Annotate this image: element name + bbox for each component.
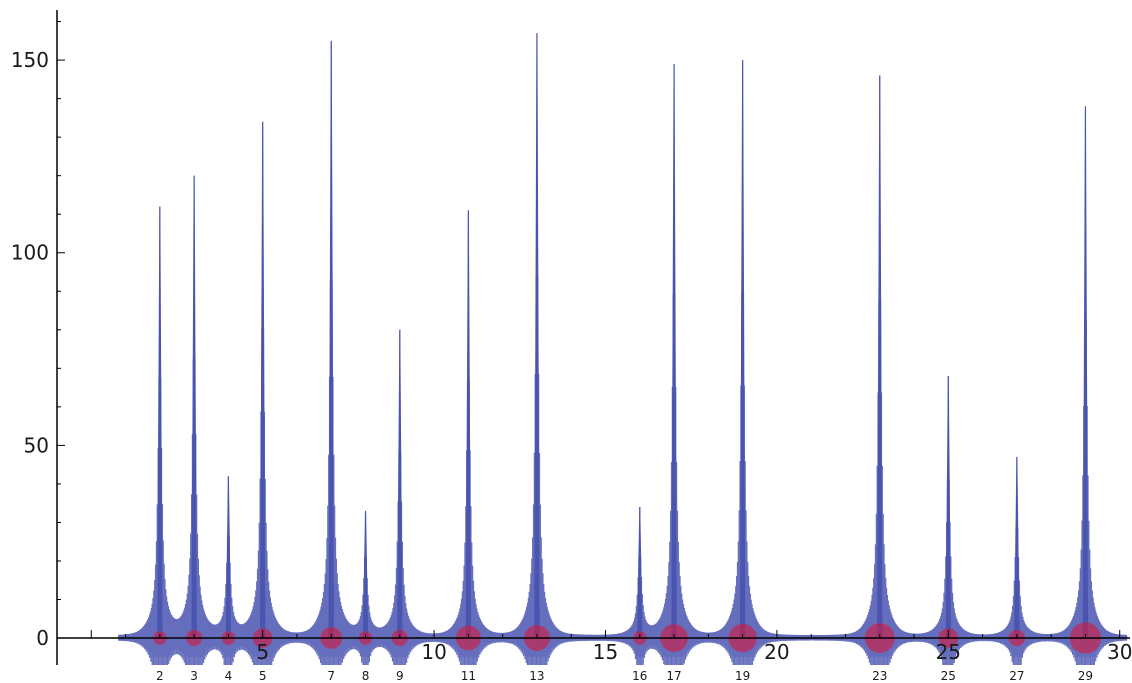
peak-spike-11 xyxy=(671,63,677,639)
prime-power-label: 27 xyxy=(1009,669,1024,683)
peak-spike-9 xyxy=(534,33,540,639)
signal-layer xyxy=(118,33,1128,665)
peak-spike-13 xyxy=(877,75,883,639)
peak-spike-12 xyxy=(739,60,746,639)
prime-power-label: 19 xyxy=(735,669,750,683)
prime-power-label: 7 xyxy=(327,669,335,683)
y-tick-label: 50 xyxy=(24,433,49,457)
prime-power-label: 5 xyxy=(259,669,267,683)
x-tick-label: 15 xyxy=(593,640,618,664)
prime-power-label: 2 xyxy=(156,669,164,683)
peak-spike-2 xyxy=(191,175,197,639)
prime-power-label: 3 xyxy=(190,669,198,683)
y-tick-label: 150 xyxy=(11,48,49,72)
y-tick-label: 100 xyxy=(11,241,49,265)
prime-power-label: 4 xyxy=(225,669,233,683)
peak-spike-1 xyxy=(157,206,163,639)
signal-band xyxy=(118,33,1128,665)
peak-spike-14 xyxy=(945,376,952,639)
prime-power-label: 8 xyxy=(362,669,370,683)
peak-spike-3 xyxy=(225,476,232,639)
peak-spike-7 xyxy=(397,329,403,639)
x-tick-label: 30 xyxy=(1107,640,1132,664)
peak-spike-4 xyxy=(259,121,266,639)
peak-spike-15 xyxy=(1014,456,1020,639)
x-tick-label: 20 xyxy=(764,640,789,664)
x-tick-label: 25 xyxy=(936,640,961,664)
prime-power-label: 25 xyxy=(941,669,956,683)
x-tick-label: 5 xyxy=(256,640,269,664)
prime-power-label: 23 xyxy=(872,669,887,683)
y-tick-label: 0 xyxy=(36,626,49,650)
prime-power-label: 13 xyxy=(529,669,544,683)
prime-power-label: 11 xyxy=(461,669,476,683)
x-tick-label: 10 xyxy=(421,640,446,664)
peak-spike-5 xyxy=(328,40,334,639)
peak-spike-6 xyxy=(362,510,369,639)
prime-power-label: 16 xyxy=(632,669,647,683)
prime-power-label: 17 xyxy=(666,669,681,683)
peak-spike-10 xyxy=(637,507,643,639)
prime-power-label: 29 xyxy=(1078,669,1093,683)
peak-spike-8 xyxy=(465,210,472,639)
peak-spike-16 xyxy=(1082,106,1089,639)
axis-layer xyxy=(56,10,1130,665)
prime-power-label: 9 xyxy=(396,669,404,683)
